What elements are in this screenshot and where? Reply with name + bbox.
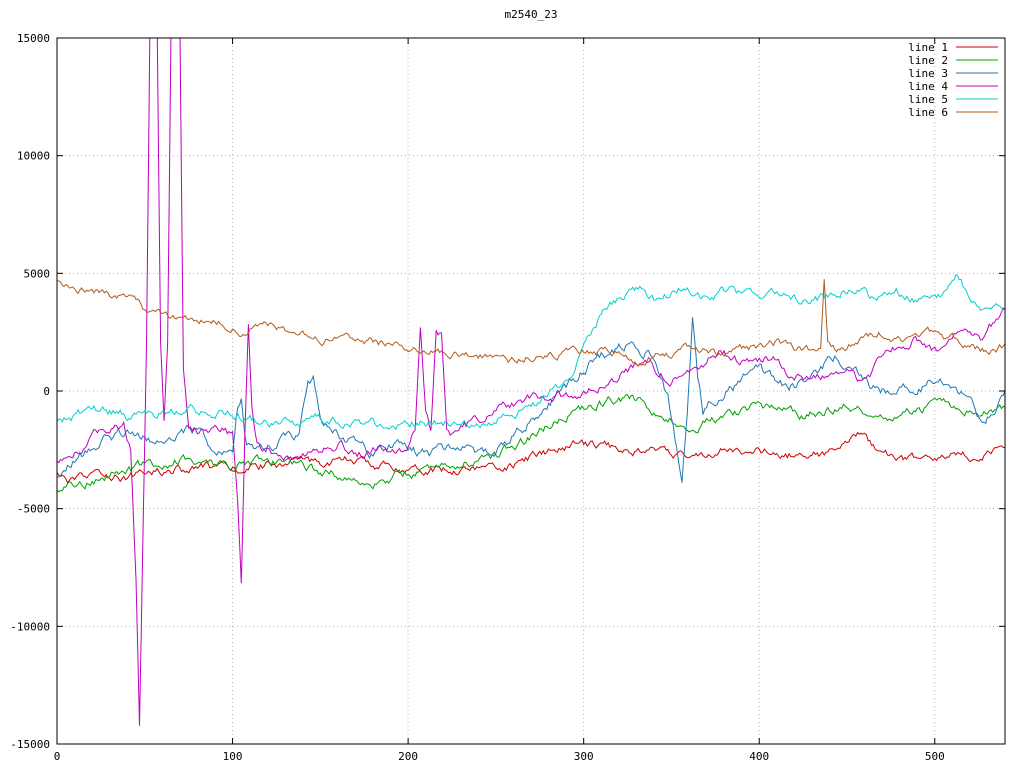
series-line-1 [57,431,1005,484]
legend-label: line 1 [908,41,948,54]
legend-label: line 6 [908,106,948,119]
y-tick-label: -5000 [17,503,50,516]
y-tick-label: 15000 [17,32,50,45]
grid-lines [56,37,1005,745]
y-tick-label: 10000 [17,150,50,163]
series-line-5 [57,273,1005,431]
legend-label: line 3 [908,67,948,80]
chart-title: m2540_23 [504,8,558,21]
y-tick-label: 0 [43,385,50,398]
plot-border [56,37,1006,745]
legend-label: line 5 [908,93,948,106]
tick-labels: 0 100 200 300 400 500 -15000 -10000 -5000 0 5000 10… [10,32,944,763]
x-tick-label: 400 [749,750,769,763]
x-tick-label: 500 [925,750,945,763]
x-tick-label: 200 [398,750,418,763]
series-line-3 [57,317,1005,483]
axis-ticks [56,37,1005,745]
x-tick-label: 300 [574,750,594,763]
y-tick-label: 5000 [24,267,51,280]
y-tick-label: -15000 [10,738,50,751]
series-line-2 [57,394,1005,493]
x-tick-label: 100 [223,750,243,763]
legend-label: line 4 [908,80,948,93]
series-line-4 [57,38,1005,726]
legend-label: line 2 [908,54,948,67]
x-tick-label: 0 [54,750,61,763]
series-line-6 [57,279,1005,367]
y-tick-label: -10000 [10,620,50,633]
